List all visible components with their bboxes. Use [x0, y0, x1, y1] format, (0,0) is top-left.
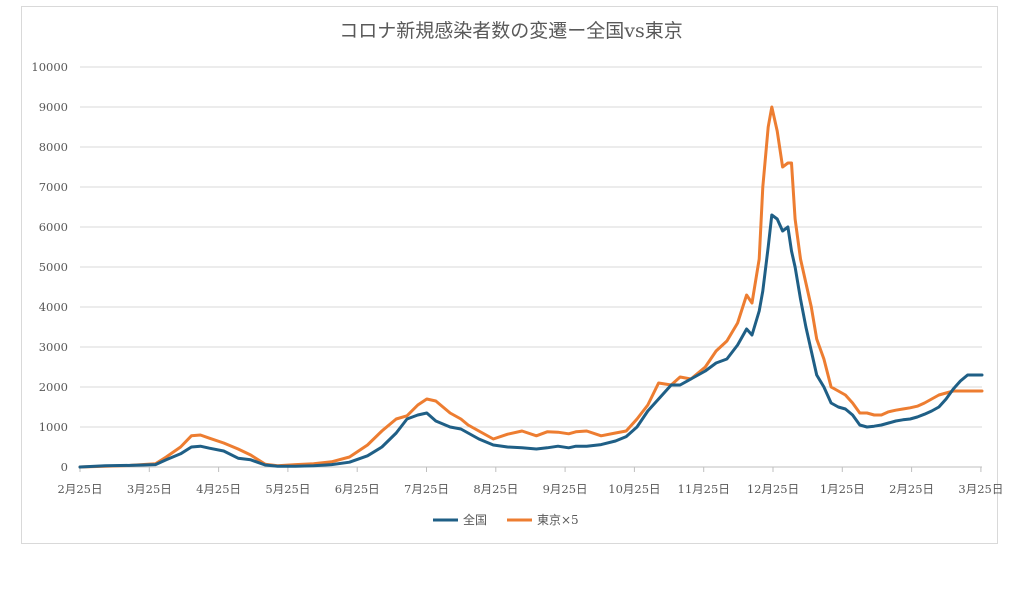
- x-tick-label: 1月25日: [820, 482, 865, 496]
- y-tick-label: 9000: [39, 100, 68, 114]
- x-tick-label: 9月25日: [543, 482, 588, 496]
- y-tick-label: 5000: [39, 260, 68, 274]
- legend-label-tokyo: 東京×5: [537, 513, 579, 527]
- series-lines: [78, 105, 984, 469]
- series-line-zenkoku: [78, 213, 984, 469]
- y-axis-ticks: 0 1000 2000 3000 4000 5000 6000 7000 8000 9000 100…: [31, 60, 68, 474]
- x-axis-ticks: 2月25日 3月25日 4月25日 5月25日 6月25日 7月25日 8月25日 9月25日…: [58, 467, 1003, 496]
- legend-label-zenkoku: 全国: [463, 512, 487, 527]
- y-tick-label: 0: [61, 460, 68, 474]
- x-tick-label: 12月25日: [747, 482, 799, 496]
- grid-lines: [80, 66, 982, 428]
- x-tick-label: 3月25日: [958, 482, 1003, 496]
- x-tick-label: 4月25日: [196, 482, 241, 496]
- x-tick-label: 2月25日: [58, 482, 103, 496]
- legend: 全国 東京×5: [433, 512, 579, 527]
- x-tick-label: 10月25日: [608, 482, 660, 496]
- x-tick-label: 3月25日: [127, 482, 172, 496]
- x-tick-label: 2月25日: [889, 482, 934, 496]
- y-tick-label: 6000: [39, 220, 68, 234]
- series-line-tokyo: [78, 105, 984, 469]
- chart-title: コロナ新規感染者数の変遷ー全国vs東京: [339, 20, 683, 42]
- y-tick-label: 1000: [39, 420, 68, 434]
- x-tick-label: 8月25日: [473, 482, 518, 496]
- y-tick-label: 10000: [31, 60, 68, 74]
- x-tick-label: 5月25日: [265, 482, 310, 496]
- x-tick-label: 11月25日: [678, 482, 730, 496]
- chart-frame: [21, 6, 998, 544]
- y-tick-label: 8000: [39, 140, 68, 154]
- x-tick-label: 7月25日: [404, 482, 449, 496]
- y-tick-label: 3000: [39, 340, 68, 354]
- y-tick-label: 2000: [39, 380, 68, 394]
- x-tick-label: 6月25日: [335, 482, 380, 496]
- y-tick-label: 4000: [39, 300, 68, 314]
- y-tick-label: 7000: [39, 180, 68, 194]
